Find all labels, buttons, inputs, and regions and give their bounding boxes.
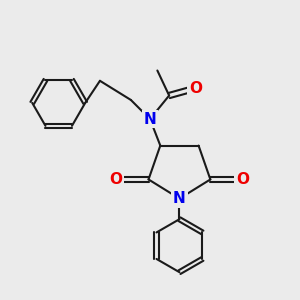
Text: N: N [144, 112, 156, 127]
Text: N: N [173, 191, 186, 206]
Text: O: O [236, 172, 249, 187]
Text: O: O [189, 81, 202, 96]
Text: O: O [110, 172, 123, 187]
